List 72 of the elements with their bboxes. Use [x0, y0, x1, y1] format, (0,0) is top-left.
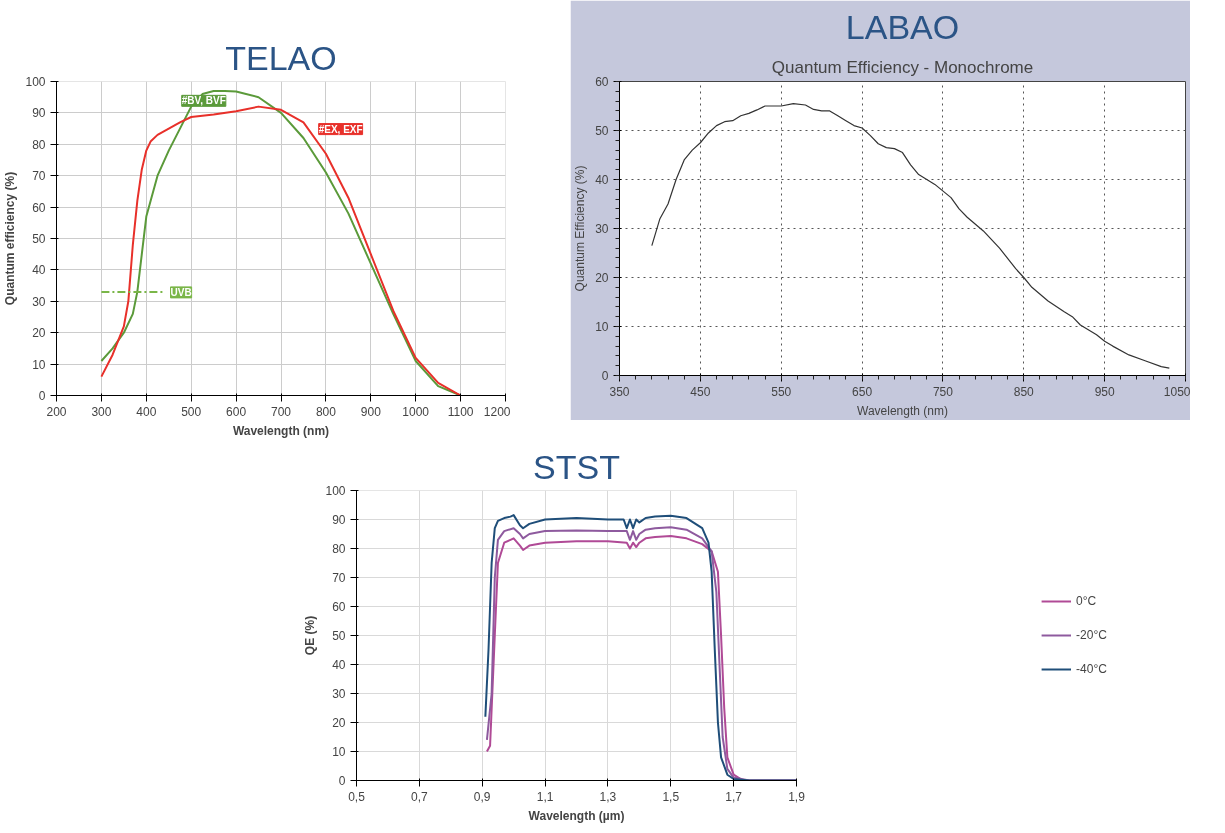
x-axis-title: Wavelength (µm): [528, 808, 625, 823]
x-tick-label: 550: [771, 384, 792, 399]
chart-title: TELAO: [225, 38, 337, 77]
y-axis-title: QE (%): [303, 615, 318, 656]
x-tick-label: 1200: [483, 404, 511, 419]
x-tick-label: 750: [932, 384, 954, 399]
series-label: #EX, EXF: [318, 123, 363, 135]
y-tick-label: 10: [595, 320, 609, 334]
legend-label: -20°C: [1076, 628, 1107, 642]
x-tick-label: 800: [315, 404, 337, 419]
x-tick-label: 500: [181, 404, 202, 419]
y-tick-label: 10: [32, 357, 46, 372]
series-label: UVB: [170, 286, 192, 298]
x-tick-label: 1050: [1163, 384, 1191, 399]
x-tick-label: 1,9: [788, 789, 806, 804]
x-tick-label: 1,3: [599, 789, 617, 804]
y-tick-label: 30: [595, 222, 609, 236]
legend-label: -40°C: [1076, 662, 1107, 676]
y-tick-label: 30: [332, 687, 346, 701]
y-tick-label: 80: [332, 542, 346, 556]
y-tick-label: 60: [595, 75, 609, 89]
x-tick-label: 850: [1013, 384, 1035, 399]
x-tick-label: 350: [609, 384, 630, 399]
x-tick-label: 400: [136, 404, 157, 419]
x-tick-label: 1,5: [662, 789, 680, 804]
y-tick-label: 100: [325, 484, 346, 498]
y-axis-title: Quantum Efficiency (%): [573, 165, 588, 292]
x-tick-label: 1,1: [536, 789, 554, 804]
y-tick-label: 40: [332, 658, 346, 672]
x-tick-label: 200: [46, 404, 67, 419]
x-tick-label: 700: [270, 404, 292, 419]
x-tick-label: 0,5: [348, 789, 366, 804]
y-tick-label: 80: [32, 137, 46, 152]
y-tick-label: 100: [25, 75, 46, 89]
x-tick-label: 950: [1094, 384, 1115, 399]
y-tick-label: 20: [595, 271, 609, 285]
chart-subtitle: Quantum Efficiency - Monochrome: [771, 57, 1034, 77]
x-tick-label: 1000: [402, 404, 430, 419]
y-tick-label: 60: [32, 200, 46, 215]
y-tick-label: 50: [32, 232, 46, 246]
y-tick-label: 60: [332, 600, 346, 614]
y-tick-label: 50: [332, 629, 346, 643]
y-tick-label: 40: [595, 173, 609, 187]
chart-title: LABAO: [845, 7, 960, 46]
y-tick-label: 50: [595, 124, 609, 138]
y-tick-label: 20: [332, 716, 346, 730]
y-tick-label: 0: [601, 369, 609, 383]
x-tick-label: 450: [690, 384, 711, 399]
y-tick-label: 90: [332, 513, 346, 527]
y-tick-label: 30: [32, 294, 46, 309]
x-tick-label: 1,7: [725, 789, 743, 804]
legend-label: 0°C: [1076, 594, 1097, 608]
x-tick-label: 650: [852, 384, 873, 399]
chart-title: STST: [533, 447, 620, 486]
y-axis-title: Quantum efficiency (%): [3, 171, 18, 306]
x-tick-label: 0,7: [411, 789, 429, 804]
x-tick-label: 600: [226, 404, 247, 419]
x-tick-label: 300: [91, 404, 112, 419]
y-tick-label: 90: [32, 106, 46, 121]
y-tick-label: 40: [32, 263, 46, 278]
y-tick-label: 70: [32, 169, 46, 184]
x-tick-label: 900: [360, 404, 382, 419]
series-label: #BV, BVF: [181, 95, 226, 107]
y-tick-label: 70: [332, 571, 346, 585]
y-tick-label: 0: [338, 774, 346, 788]
x-tick-label: 0,9: [473, 789, 491, 804]
x-axis-title: Wavelength (nm): [232, 423, 330, 438]
x-tick-label: 1100: [447, 404, 474, 419]
y-tick-label: 10: [332, 745, 346, 759]
y-tick-label: 0: [38, 389, 46, 403]
y-tick-label: 20: [32, 326, 46, 341]
x-axis-title: Wavelength (nm): [857, 403, 948, 418]
